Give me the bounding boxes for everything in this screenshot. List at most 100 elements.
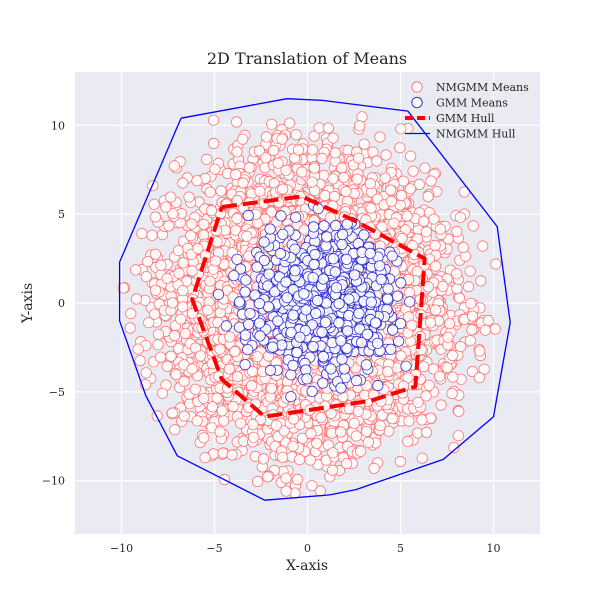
nmgmm-point	[142, 255, 154, 268]
nmgmm-point	[148, 198, 160, 210]
nmgmm-point	[457, 242, 469, 254]
nmgmm-point	[386, 413, 398, 425]
nmgmm-point	[467, 220, 479, 232]
nmgmm-point	[140, 367, 152, 379]
nmgmm-point	[447, 371, 459, 383]
nmgmm-point	[177, 177, 189, 189]
nmgmm-point	[446, 349, 459, 362]
nmgmm-point	[464, 265, 476, 277]
nmgmm-point	[215, 185, 227, 197]
nmgmm-point	[336, 162, 348, 174]
nmgmm-point	[266, 118, 278, 130]
nmgmm-point	[370, 155, 383, 167]
nmgmm-point	[296, 432, 309, 444]
nmgmm-point	[161, 360, 173, 372]
nmgmm-point	[235, 417, 247, 429]
nmgmm-point	[413, 178, 425, 190]
nmgmm-point	[175, 313, 187, 325]
nmgmm-point	[149, 308, 161, 320]
nmgmm-point	[416, 452, 428, 464]
nmgmm-point	[407, 165, 419, 177]
nmgmm-point	[199, 452, 211, 464]
nmgmm-point	[374, 131, 386, 143]
nmgmm-point	[290, 129, 302, 141]
nmgmm-point	[272, 157, 284, 169]
nmgmm-point	[435, 399, 447, 411]
nmgmm-point	[311, 437, 323, 449]
plot-content	[117, 98, 511, 501]
nmgmm-point	[230, 116, 243, 128]
nmgmm-point	[419, 162, 431, 174]
nmgmm-point	[327, 447, 339, 459]
nmgmm-point	[451, 283, 463, 295]
nmgmm-point	[360, 425, 373, 437]
nmgmm-point	[304, 454, 316, 466]
nmgmm-point	[403, 415, 415, 427]
nmgmm-point	[204, 186, 216, 198]
nmgmm-point	[482, 314, 494, 327]
nmgmm-point	[198, 432, 210, 444]
nmgmm-point	[163, 220, 175, 232]
nmgmm-point	[454, 340, 467, 353]
nmgmm-point	[362, 436, 374, 448]
nmgmm-point	[160, 201, 172, 213]
nmgmm-point	[154, 351, 167, 363]
nmgmm-point	[151, 410, 163, 422]
nmgmm-point	[489, 323, 501, 335]
nmgmm-point	[205, 205, 218, 217]
nmgmm-point	[166, 407, 178, 419]
chart-title: 2D Translation of Means	[207, 49, 407, 68]
nmgmm-point	[402, 435, 414, 447]
nmgmm-point	[308, 130, 320, 142]
nmgmm-point	[167, 208, 179, 220]
nmgmm-point	[425, 175, 437, 187]
nmgmm-point	[117, 282, 129, 294]
nmgmm-point	[209, 163, 221, 175]
nmgmm-point	[201, 153, 213, 165]
nmgmm-point	[217, 447, 229, 459]
nmgmm-point	[168, 160, 180, 172]
nmgmm-point	[306, 144, 319, 156]
nmgmm-point	[464, 335, 476, 347]
nmgmm-point	[420, 426, 433, 438]
nmgmm-point	[262, 471, 274, 483]
nmgmm-point	[208, 137, 220, 150]
nmgmm-point	[326, 464, 339, 476]
nmgmm-point	[348, 417, 360, 429]
nmgmm-point	[149, 248, 162, 260]
nmgmm-point	[351, 173, 363, 185]
nmgmm-point	[350, 430, 362, 442]
nmgmm-point	[466, 365, 478, 378]
nmgmm-point	[478, 363, 490, 375]
nmgmm-point	[172, 245, 185, 257]
nmgmm-point	[178, 410, 190, 422]
nmgmm-point	[446, 387, 458, 400]
nmgmm-point	[319, 189, 331, 202]
nmgmm-point	[143, 317, 155, 329]
nmgmm-point	[293, 453, 306, 466]
nmgmm-point	[218, 415, 230, 427]
nmgmm-point	[368, 462, 380, 474]
nmgmm-point	[130, 293, 143, 305]
nmgmm-point	[165, 191, 177, 203]
nmgmm-point	[404, 150, 417, 162]
nmgmm-point	[404, 183, 416, 195]
nmgmm-point	[198, 392, 210, 404]
nmgmm-point	[191, 175, 203, 187]
nmgmm-point	[252, 475, 264, 488]
nmgmm-point	[208, 114, 220, 126]
nmgmm-point	[453, 405, 465, 417]
nmgmm-point	[466, 324, 478, 336]
nmgmm-point	[490, 258, 502, 270]
nmgmm-point	[479, 324, 491, 336]
nmgmm-point	[453, 292, 466, 304]
nmgmm-point	[283, 117, 295, 129]
nmgmm-point	[474, 345, 486, 357]
nmgmm-point	[140, 270, 152, 283]
nmgmm-point	[136, 228, 148, 240]
nmgmm-point	[452, 430, 464, 442]
nmgmm-point	[134, 355, 146, 367]
nmgmm-point	[322, 122, 334, 134]
nmgmm-point	[165, 350, 177, 362]
